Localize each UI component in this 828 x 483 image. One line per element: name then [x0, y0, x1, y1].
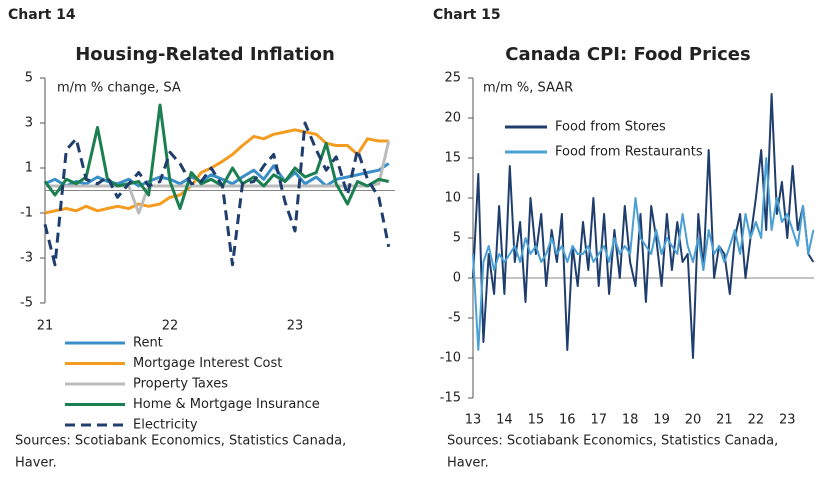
sources: Sources: Scotiabank Economics, Statistic…	[447, 434, 778, 449]
y-tick-label: 10	[444, 191, 461, 206]
y-tick-label: 0	[453, 271, 461, 286]
sources: Haver.	[447, 456, 489, 471]
series-line	[43, 103, 390, 210]
y-tick-label: 20	[444, 111, 461, 126]
sources: Sources: Scotiabank Economics, Statistic…	[15, 434, 346, 449]
sources: Haver.	[15, 456, 57, 471]
series-line	[43, 121, 391, 267]
y-tick-label: 25	[444, 71, 461, 86]
x-tick-label: 20	[685, 413, 702, 428]
x-tick-label: 21	[37, 319, 54, 334]
x-tick-label: 17	[590, 413, 607, 428]
y-tick-label: -15	[440, 391, 461, 406]
x-tick-label: 22	[748, 413, 765, 428]
legend-label: Rent	[133, 336, 163, 351]
y-tick-label: 5	[25, 71, 33, 86]
x-tick-label: 23	[779, 413, 796, 428]
chart-title: Housing-Related Inflation	[75, 44, 335, 65]
y-tick-label: 1	[25, 161, 33, 176]
y-tick-label: 3	[25, 116, 33, 131]
series-line	[472, 157, 815, 351]
x-tick-label: 23	[287, 319, 304, 334]
series-line	[472, 93, 815, 359]
chart-label: Chart 14	[8, 7, 76, 23]
x-tick-label: 14	[496, 413, 513, 428]
legend-label: Food from Restaurants	[555, 145, 703, 160]
annotation: m/m %, SAAR	[483, 81, 573, 96]
y-tick-label: -5	[448, 311, 461, 326]
chart-label: Chart 15	[433, 7, 501, 23]
x-tick-label: 21	[716, 413, 733, 428]
y-tick-label: 5	[453, 231, 461, 246]
x-tick-label: 13	[465, 413, 482, 428]
chart-title: Canada CPI: Food Prices	[505, 44, 750, 65]
series-line	[45, 140, 391, 215]
legend-label: Property Taxes	[133, 377, 228, 392]
series-line	[44, 128, 389, 215]
annotation: m/m % change, SA	[57, 81, 181, 96]
legend-label: Food from Stores	[555, 120, 666, 135]
legend-label: Home & Mortgage Insurance	[133, 397, 320, 412]
x-tick-label: 18	[622, 413, 639, 428]
legend-label: Electricity	[133, 418, 198, 433]
y-tick-label: 15	[444, 151, 461, 166]
x-tick-label: 15	[528, 413, 545, 428]
y-tick-label: -1	[20, 206, 33, 221]
y-tick-label: -10	[440, 351, 461, 366]
y-tick-label: -3	[20, 251, 33, 266]
x-tick-label: 19	[653, 413, 670, 428]
legend-label: Mortgage Interest Cost	[133, 356, 282, 371]
x-tick-label: 22	[162, 319, 179, 334]
x-tick-label: 16	[559, 413, 576, 428]
y-tick-label: -5	[20, 296, 33, 311]
